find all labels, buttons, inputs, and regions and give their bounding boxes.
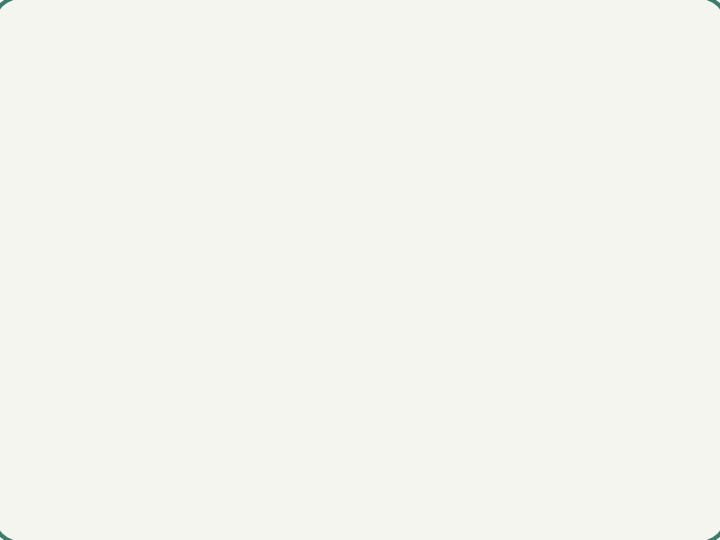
- Text: Which is exactly the same as in the continuous
world. However, this is only true: Which is exactly the same as in the cont…: [65, 251, 476, 321]
- Text: From this:: From this:: [65, 199, 154, 217]
- Text: $\beta = w\sqrt{\varepsilon\mu}$: $\beta = w\sqrt{\varepsilon\mu}$: [245, 188, 384, 227]
- Text: FINITE DIFFERENCE TIME DOMAIN
METHOD (Numerical Dispersion): FINITE DIFFERENCE TIME DOMAIN METHOD (Nu…: [58, 43, 493, 94]
- Text: For finite discretization, the phase velocity in
the FDTD grid and in the contin: For finite discretization, the phase vel…: [65, 370, 458, 440]
- Text: 30: 30: [652, 510, 670, 524]
